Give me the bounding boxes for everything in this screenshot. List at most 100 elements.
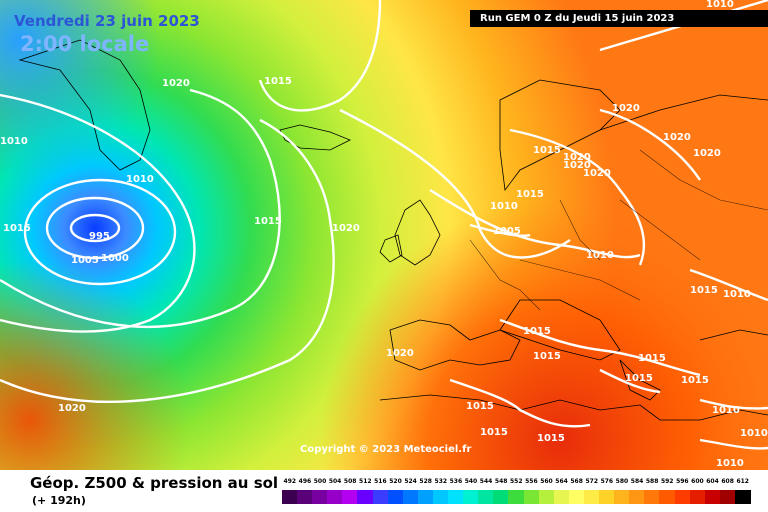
- isobar-label: 1010: [126, 174, 154, 185]
- scale-tick-label: 524: [404, 478, 417, 485]
- country-borders: [469, 149, 768, 311]
- scale-swatch: [523, 490, 540, 504]
- coastlines: [18, 39, 768, 421]
- scale-swatch: [493, 490, 510, 504]
- scale-swatch: [372, 490, 389, 504]
- scale-tick-label: 604: [706, 478, 719, 485]
- isobar-label: 1015: [681, 375, 709, 386]
- scale-swatch: [448, 490, 465, 504]
- scale-tick-label: 540: [464, 478, 478, 485]
- isobar-label: 1015: [254, 216, 282, 227]
- isobar-label: 1020: [563, 152, 591, 163]
- isobar-label: 1020: [162, 78, 190, 89]
- scale-tick-label: 564: [555, 478, 568, 485]
- scale-tick-label: 496: [298, 478, 312, 485]
- isobar-label: 1015: [625, 373, 653, 384]
- scale-tick-label: 600: [691, 478, 704, 485]
- scale-tick-label: 528: [419, 478, 432, 485]
- scale-swatch: [734, 490, 751, 504]
- scale-swatch: [297, 490, 314, 504]
- scale-tick-label: 512: [359, 478, 372, 485]
- isobar-label: 1015: [533, 351, 561, 362]
- scale-tick-label: 504: [328, 478, 342, 485]
- isobar-label: 1015: [3, 223, 31, 234]
- scale-swatch: [644, 490, 661, 504]
- isobar-label: 1010: [723, 289, 751, 300]
- model-run-banner: Run GEM 0 Z du Jeudi 15 juin 2023: [470, 10, 768, 27]
- scale-tick-label: 556: [525, 478, 538, 485]
- scale-swatch: [689, 490, 706, 504]
- scale-swatch: [553, 490, 570, 504]
- scale-swatch: [659, 490, 676, 504]
- scale-tick-label: 592: [660, 478, 674, 485]
- isobar-label: 1015: [264, 76, 292, 87]
- isobar-label: 1020: [563, 160, 591, 171]
- isobar-label: 1020: [58, 403, 86, 414]
- scale-swatch: [538, 490, 555, 504]
- forecast-date: Vendredi 23 juin 2023: [14, 12, 200, 30]
- isobar-label: 1015: [690, 285, 718, 296]
- scale-swatch: [568, 490, 585, 504]
- scale-swatch: [432, 490, 449, 504]
- scale-swatch: [402, 490, 419, 504]
- scale-swatch: [312, 490, 329, 504]
- scale-tick-label: 560: [540, 478, 553, 485]
- isobar-label: 1020: [663, 132, 691, 143]
- scale-swatch: [583, 490, 600, 504]
- forecast-lead: (+ 192h): [32, 494, 86, 507]
- map-title: Géop. Z500 & pression au sol: [30, 474, 279, 492]
- isobar-label: 1015: [466, 401, 494, 412]
- scale-tick-label: 596: [676, 478, 689, 485]
- scale-swatch: [282, 490, 298, 504]
- isobar-label: 995: [89, 231, 110, 242]
- scale-tick-label: 548: [494, 478, 508, 485]
- isobar-label: 1020: [332, 223, 360, 234]
- isobar-label: 1005: [493, 226, 521, 237]
- isobar-label: 1010: [712, 405, 740, 416]
- isobar-label: 1010: [490, 201, 518, 212]
- isobar-label: 1015: [523, 326, 551, 337]
- scale-tick-label: 508: [343, 478, 357, 485]
- isobar-label: 1015: [516, 189, 544, 200]
- scale-tick-label: 568: [570, 478, 583, 485]
- scale-swatch: [674, 490, 691, 504]
- scale-tick-label: 516: [374, 478, 387, 485]
- scale-swatch: [417, 490, 434, 504]
- scale-tick-label: 580: [615, 478, 629, 485]
- scale-tick-label: 492: [283, 478, 297, 485]
- scale-swatch: [342, 490, 359, 504]
- isobar-label: 1020: [612, 103, 640, 114]
- color-scale: 492 496 500 504 508 512 516 520 524 528 532 536 540 5…: [282, 478, 752, 508]
- scale-tick-label: 500: [313, 478, 327, 485]
- isobar-label: 1010: [586, 250, 614, 261]
- scale-tick-label: 576: [600, 478, 614, 485]
- scale-swatch: [719, 490, 736, 504]
- scale-swatch: [387, 490, 404, 504]
- scale-swatch: [599, 490, 616, 504]
- scale-tick-label: 536: [449, 478, 463, 485]
- scale-tick-label: 572: [585, 478, 598, 485]
- scale-swatch: [357, 490, 374, 504]
- copyright-notice: Copyright © 2023 Meteociel.fr: [300, 444, 472, 455]
- isobar-label: 1015: [480, 427, 508, 438]
- scale-swatch: [508, 490, 525, 504]
- scale-tick-label: 532: [434, 478, 448, 485]
- forecast-time: 2:00 locale: [20, 32, 150, 56]
- isobar-label: 1015: [537, 433, 565, 444]
- isobar-label: 1005: [71, 255, 99, 266]
- scale-tick-label: 608: [721, 478, 734, 485]
- isobar-label: 1020: [386, 348, 414, 359]
- isobar-label: 1015: [533, 145, 561, 156]
- weather-map: Vendredi 23 juin 2023 2:00 locale Run GE…: [0, 0, 768, 470]
- scale-swatch: [478, 490, 495, 504]
- isobar-label: 1020: [583, 168, 611, 179]
- scale-tick-label: 552: [510, 478, 523, 485]
- isobar-label: 1015: [638, 353, 666, 364]
- scale-swatch: [327, 490, 344, 504]
- geopotential-field: [0, 0, 768, 470]
- isobar-label: 1010: [0, 136, 28, 147]
- isobar-label: 1010: [740, 428, 768, 439]
- scale-tick-label: 588: [645, 478, 659, 485]
- isobar-label: 1000: [101, 253, 129, 264]
- scale-tick-label: 520: [389, 478, 402, 485]
